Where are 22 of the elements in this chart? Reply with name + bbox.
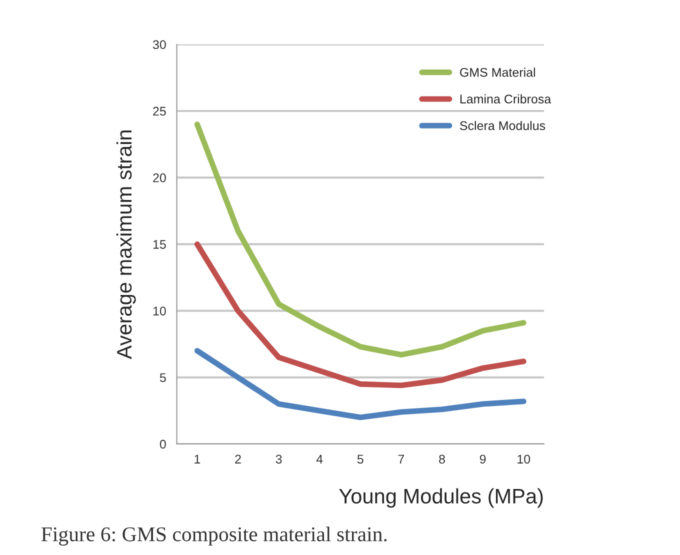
- caption: Figure 6: GMS composite material strain.: [41, 526, 387, 546]
- y-axis-title: Average maximum strain: [116, 130, 136, 360]
- x-tick-label: 1: [194, 454, 200, 464]
- x-tick-label: 5: [357, 454, 364, 464]
- x-tick-label: 10: [518, 454, 530, 464]
- y-tick-label: 10: [153, 306, 166, 316]
- x-tick-label: 9: [480, 454, 486, 464]
- x-tick-label: 2: [235, 454, 241, 464]
- y-tick-label: 25: [153, 106, 166, 116]
- x-tick-label: 8: [439, 454, 445, 464]
- legend-label: GMS Material: [460, 68, 535, 77]
- x-tick-label: 3: [276, 454, 282, 464]
- x-tick-label: 7: [398, 454, 404, 464]
- y-tick-label: 0: [160, 440, 166, 449]
- y-tick-label: 20: [153, 173, 166, 182]
- y-tick-label: 5: [160, 373, 166, 382]
- y-tick-label: 30: [152, 40, 166, 50]
- y-tick-label: 15: [153, 240, 166, 249]
- legend-label: Sclera Modulus: [460, 120, 546, 130]
- legend-label: Lamina Cribrosa: [460, 94, 552, 104]
- x-axis-title: Young Modules (MPa): [339, 488, 543, 508]
- x-tick-label: 4: [316, 454, 323, 464]
